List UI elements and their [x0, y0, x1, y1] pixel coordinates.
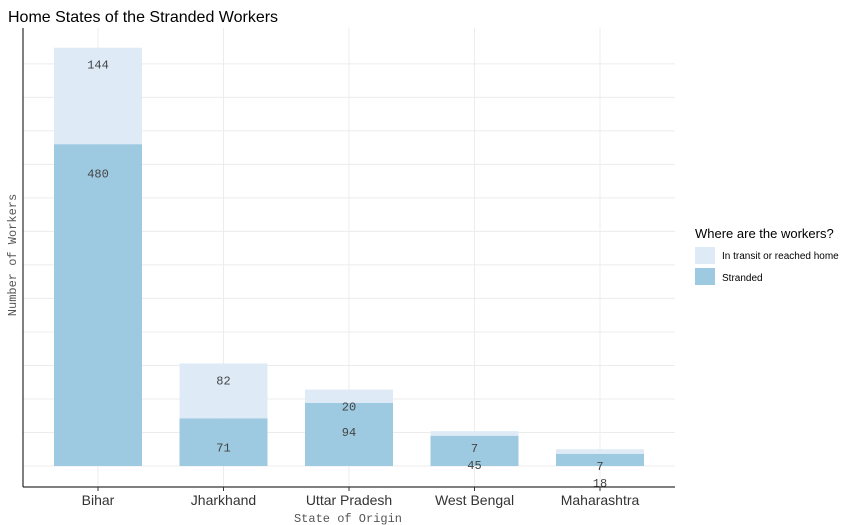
bar-stranded-bihar — [54, 144, 142, 466]
legend-label-in-transit: In transit or reached home — [722, 251, 839, 262]
x-tick-label: Jharkhand — [191, 492, 256, 508]
x-tick-labels: Bihar Jharkhand Uttar Pradesh West Bengal Ma… — [82, 487, 640, 508]
bar-in-transit-west-bengal — [430, 431, 519, 436]
data-label-in-transit-west-bengal: 7 — [471, 442, 478, 456]
x-tick-label: Maharashtra — [561, 492, 640, 508]
x-tick-label: West Bengal — [435, 492, 514, 508]
x-tick-label: Uttar Pradesh — [306, 492, 392, 508]
data-label-in-transit-maharashtra: 7 — [596, 460, 603, 474]
y-axis-title: Number of Workers — [6, 194, 20, 316]
bar-in-transit-jharkhand — [179, 363, 268, 419]
data-label-stranded-west-bengal: 45 — [467, 459, 481, 473]
data-label-stranded-bihar: 480 — [87, 167, 109, 181]
data-label-in-transit-uttar-pradesh: 20 — [342, 401, 356, 415]
legend: Where are the workers? In transit or rea… — [695, 226, 839, 285]
bar-stranded-uttar-pradesh — [305, 402, 393, 466]
data-label-in-transit-bihar: 144 — [87, 59, 109, 73]
data-label-in-transit-jharkhand: 82 — [216, 374, 230, 388]
legend-title: Where are the workers? — [695, 226, 834, 241]
bar-in-transit-uttar-pradesh — [305, 389, 393, 403]
data-label-stranded-jharkhand: 71 — [216, 441, 230, 455]
legend-swatch-in-transit — [695, 247, 715, 264]
bar-stranded-maharashtra — [556, 453, 644, 466]
bars — [54, 47, 644, 466]
data-label-stranded-uttar-pradesh: 94 — [342, 426, 356, 440]
x-axis-title: State of Origin — [294, 512, 402, 525]
bar-in-transit-maharashtra — [556, 449, 644, 454]
legend-label-stranded: Stranded — [722, 273, 763, 284]
x-tick-label: Bihar — [82, 492, 115, 508]
bar-stranded-west-bengal — [430, 435, 519, 466]
bar-stranded-jharkhand — [179, 418, 268, 466]
chart-title: Home States of the Stranded Workers — [8, 9, 278, 26]
bar-in-transit-bihar — [54, 47, 142, 145]
legend-swatch-stranded — [695, 268, 715, 285]
